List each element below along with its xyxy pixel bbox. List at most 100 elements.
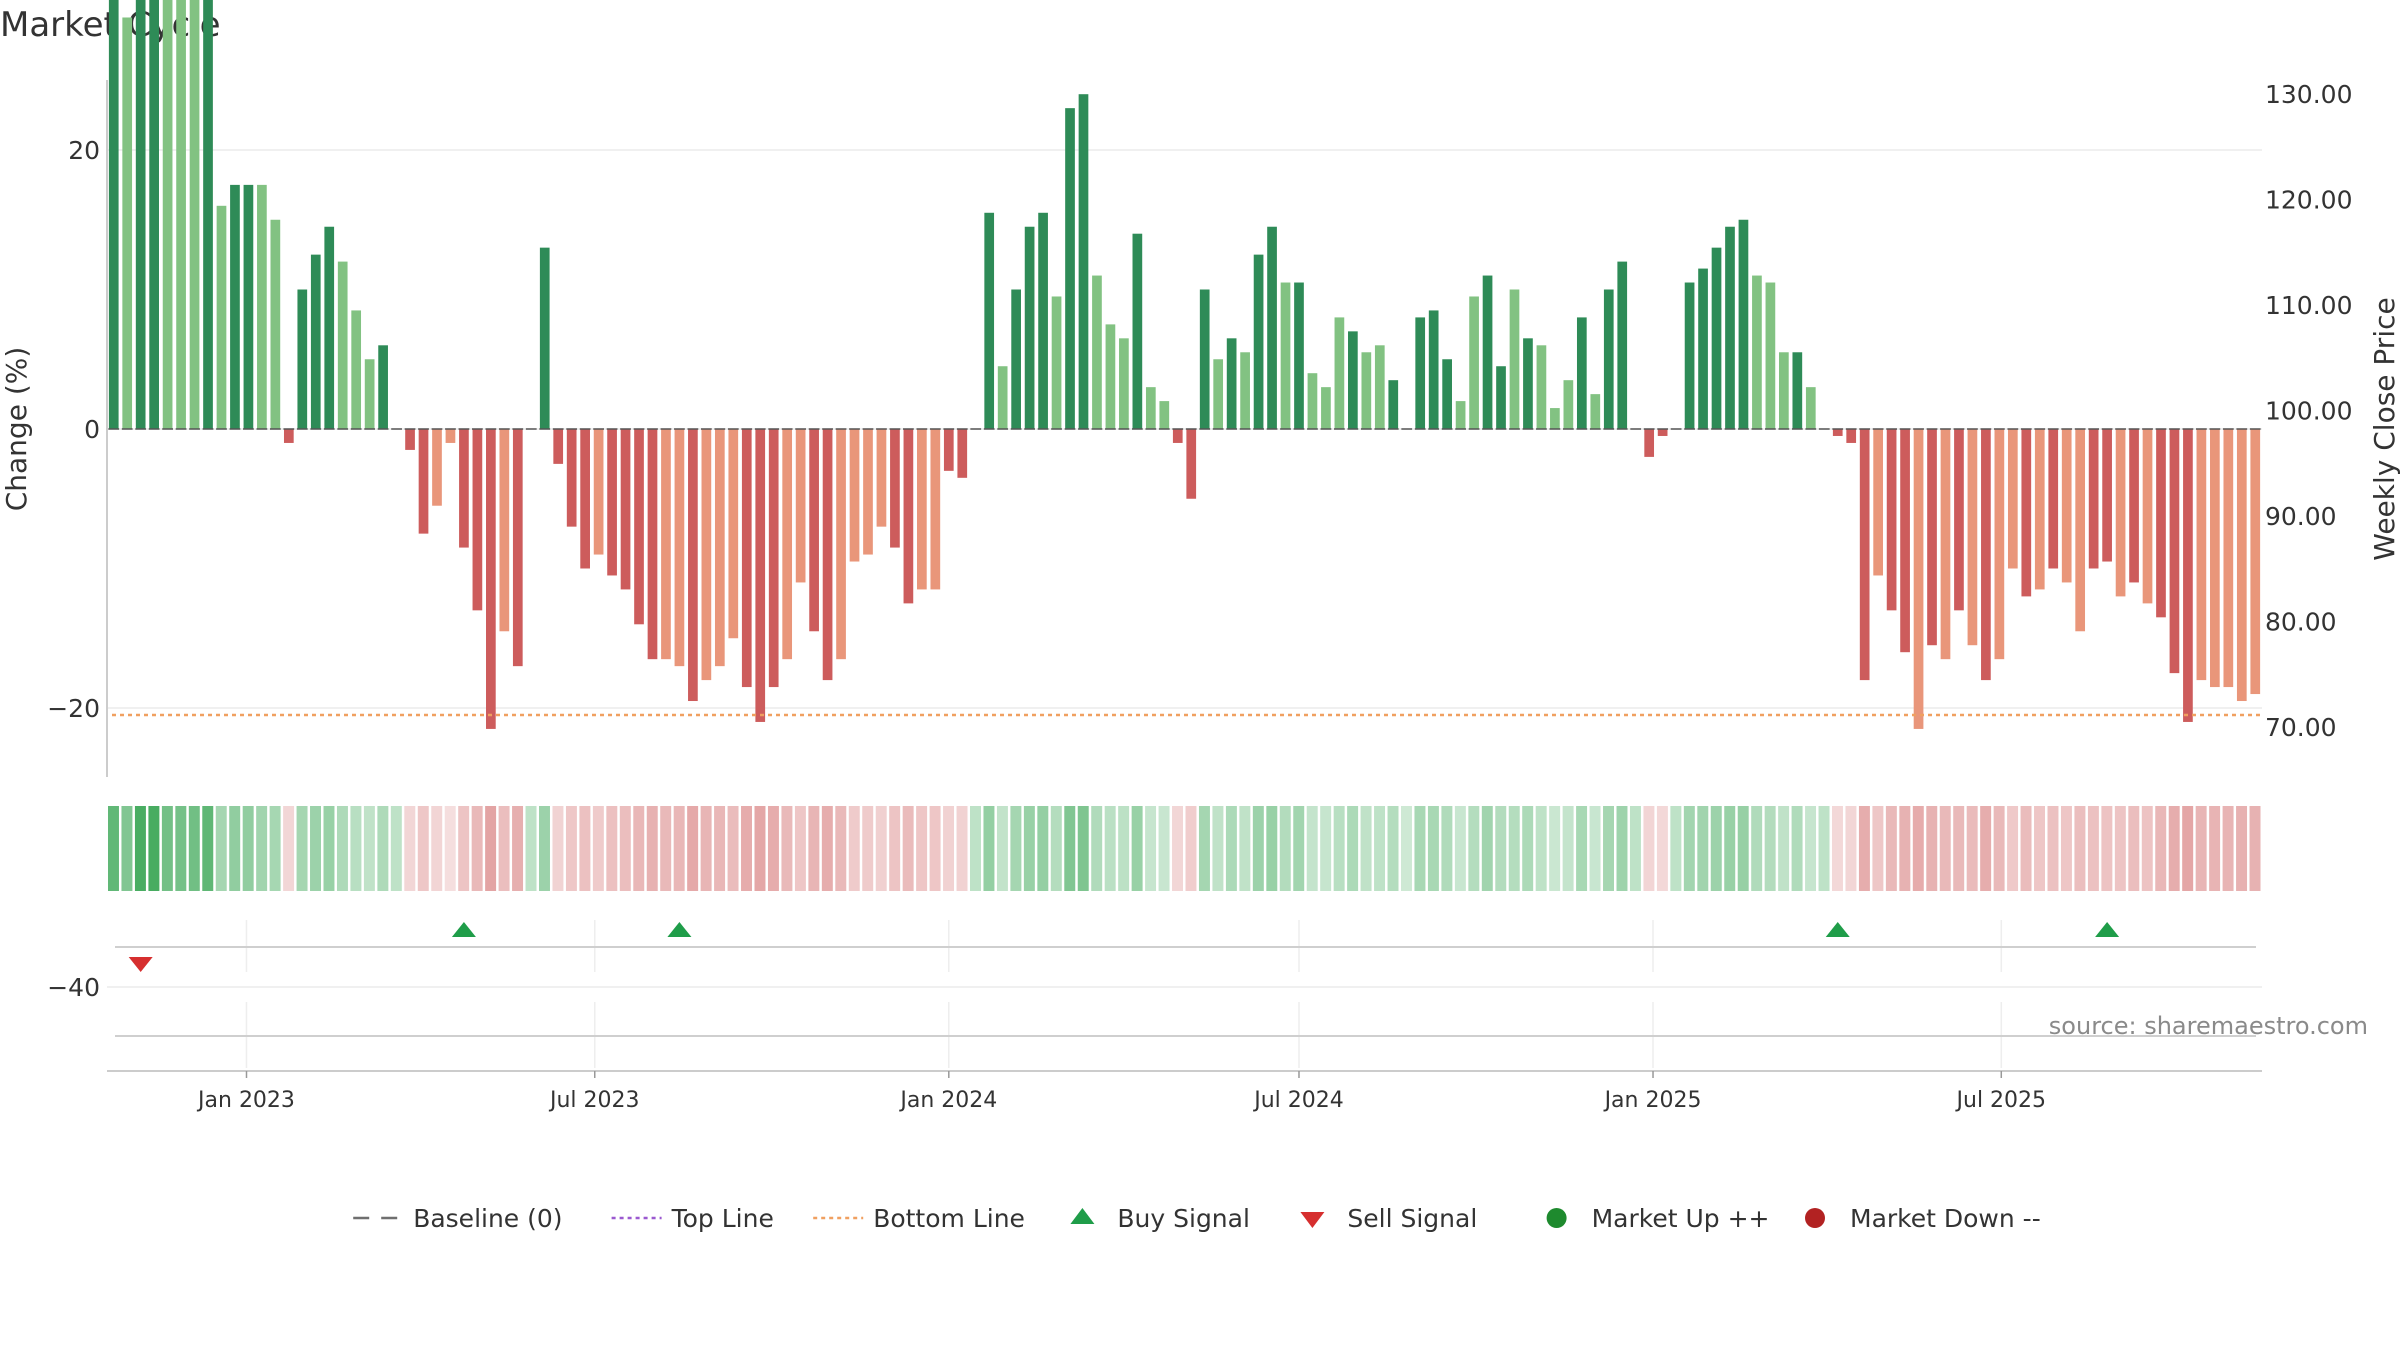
strip-cell (1805, 806, 1817, 891)
strip-cell (781, 806, 793, 891)
strip-cell (256, 806, 268, 891)
x-tick-label: Jan 2024 (898, 1088, 997, 1113)
strip-cell (579, 806, 591, 891)
strip-cell (592, 806, 604, 891)
data-bar (984, 212, 995, 429)
data-bar (1644, 429, 1655, 457)
strip-cell (619, 806, 631, 891)
strip-cell (1104, 806, 1116, 891)
y2-tick-label: 110.00 (2265, 291, 2352, 320)
data-bar (755, 429, 766, 722)
strip-cell (1401, 806, 1412, 891)
buy-signal-marker (1825, 922, 1850, 937)
data-bar (2223, 429, 2234, 688)
strip-cell (1212, 806, 1224, 891)
data-bar (1523, 338, 1533, 429)
data-bar (1348, 331, 1358, 429)
strip-cell (1899, 806, 1911, 891)
data-bar (270, 219, 281, 429)
strip-cell (215, 806, 227, 891)
strip-cell (404, 806, 416, 891)
data-bar (1024, 226, 1035, 429)
data-bar (378, 345, 388, 429)
data-bar (1752, 275, 1762, 429)
strip-cell (1131, 806, 1143, 891)
strip-cell (1845, 806, 1857, 891)
data-bar (1186, 429, 1197, 499)
data-bar (472, 429, 483, 611)
strip-cell (2047, 806, 2059, 891)
strip-cell (458, 806, 470, 891)
strip-cell (108, 806, 119, 891)
strip-cell (1387, 806, 1399, 891)
strip-cell (767, 806, 779, 891)
data-bar (1792, 352, 1803, 429)
data-bar (1563, 380, 1574, 429)
data-bar (2034, 429, 2045, 590)
strip-cell (1885, 806, 1897, 891)
strip-cell (565, 806, 577, 891)
data-bar (1617, 261, 1628, 429)
data-bar (836, 429, 846, 660)
strip-cell (902, 806, 914, 891)
data-bar (1590, 394, 1601, 430)
data-bar (1927, 429, 1937, 646)
data-bar (1388, 380, 1399, 429)
data-bar (1455, 401, 1466, 429)
data-bar (512, 429, 523, 667)
data-bar (1725, 226, 1735, 429)
strip-cell (444, 806, 456, 891)
data-bar (1159, 401, 1170, 429)
strip-cell (1670, 806, 1682, 891)
strip-cell (1643, 806, 1655, 891)
strip-cell (1549, 806, 1561, 891)
data-bar (634, 429, 644, 625)
x-tick-label: Jul 2025 (1955, 1088, 2047, 1113)
strip-cell (2087, 806, 2099, 891)
data-bar (1307, 373, 1318, 429)
strip-cell (1239, 806, 1251, 891)
y-axis-label: Change (%) (0, 347, 33, 512)
data-bar (714, 429, 725, 667)
strip-cell (1023, 806, 1035, 891)
strip-cell (148, 806, 160, 891)
data-bar (189, 0, 200, 429)
data-bar (1981, 429, 1991, 681)
data-bar (1765, 282, 1776, 429)
strip-cell (242, 806, 254, 891)
strip-cell (1939, 806, 1951, 891)
data-bar (661, 429, 671, 660)
strip-cell (875, 806, 887, 891)
signals-panel (115, 920, 2256, 1068)
strip-cell (1953, 806, 1965, 891)
strip-cell (1751, 806, 1763, 891)
data-bar (1900, 429, 1910, 653)
data-bar (930, 429, 941, 590)
strip-cell (1832, 806, 1843, 891)
data-bar (1092, 275, 1102, 429)
data-bar (903, 429, 914, 604)
y2-tick-label: 70.00 (2265, 713, 2337, 742)
strip-cell (821, 806, 833, 891)
strip-cell (1279, 806, 1291, 891)
strip-cell (1764, 806, 1776, 891)
data-bar (607, 429, 617, 576)
strip-cell (996, 806, 1008, 891)
data-bar (2048, 429, 2059, 569)
data-bar (1469, 296, 1479, 430)
data-bar (2088, 429, 2099, 569)
data-bar (688, 429, 698, 702)
data-bar (566, 429, 577, 527)
data-bar (1105, 324, 1116, 430)
strip-cell (175, 806, 187, 891)
bars-layer (108, 0, 2262, 729)
strip-cell (296, 806, 308, 891)
strip-cell (1454, 806, 1466, 891)
strip-cell (1872, 806, 1884, 891)
data-bar (822, 429, 833, 681)
strip-cell (350, 806, 362, 891)
data-bar (1805, 387, 1816, 429)
data-bar (310, 254, 321, 430)
data-bar (2129, 429, 2139, 583)
